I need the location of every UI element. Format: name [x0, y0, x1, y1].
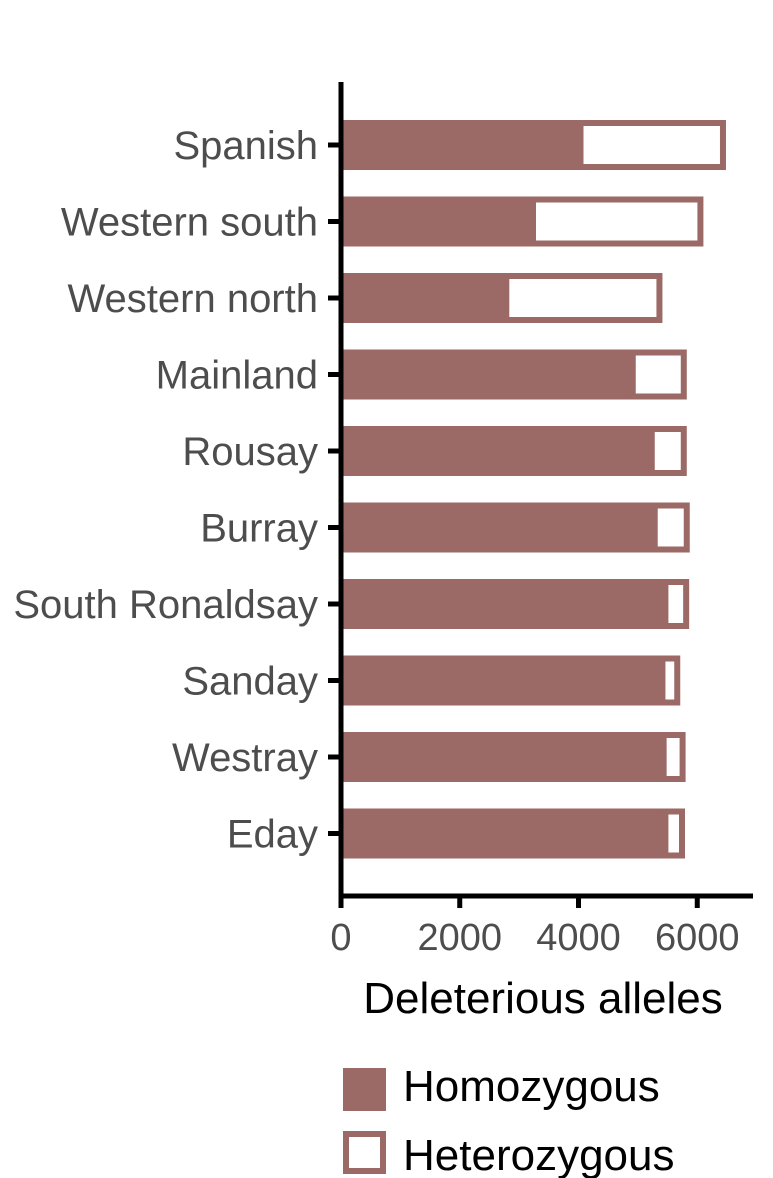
category-label-western-north: Western north — [68, 277, 319, 321]
bar-homozygous-westray — [343, 732, 664, 782]
legend-heterozygous-swatch — [343, 1131, 386, 1174]
bars-group — [343, 120, 726, 859]
category-label-westray: Westray — [172, 736, 318, 780]
category-label-sanday: Sanday — [182, 660, 318, 704]
x-tick-label: 0 — [330, 917, 351, 959]
x-tick-label: 2000 — [417, 917, 502, 959]
bar-heterozygous-western-south — [530, 196, 704, 247]
category-label-south-ronaldsay: South Ronaldsay — [13, 583, 318, 627]
legend-homozygous-swatch — [343, 1068, 386, 1111]
category-label-eday: Eday — [227, 813, 318, 857]
legend: Homozygous Heterozygous — [343, 1062, 674, 1178]
bar-homozygous-eday — [343, 808, 666, 859]
legend-homozygous-label: Homozygous — [403, 1062, 660, 1111]
category-label-western-south: Western south — [61, 201, 318, 245]
bar-heterozygous-mainland — [629, 349, 687, 400]
bar-homozygous-western-south — [343, 196, 533, 247]
bar-homozygous-rousay — [343, 426, 652, 476]
bar-heterozygous-rousay — [648, 426, 687, 476]
bar-homozygous-south-ronaldsay — [343, 579, 666, 629]
category-label-burray: Burray — [200, 507, 318, 551]
category-labels: Spanish Western south Western north Mainlan… — [13, 124, 341, 857]
bar-homozygous-sanday — [343, 655, 663, 706]
x-axis-label: Deleterious alleles — [363, 974, 723, 1023]
category-label-mainland: Mainland — [156, 354, 318, 398]
bar-homozygous-spanish — [343, 120, 581, 170]
bar-homozygous-western-north — [343, 273, 507, 323]
legend-heterozygous-label: Heterozygous — [403, 1131, 674, 1178]
bar-heterozygous-burray — [651, 502, 690, 553]
bar-heterozygous-eday — [662, 808, 685, 859]
bar-heterozygous-westray — [660, 732, 686, 782]
bar-heterozygous-sanday — [659, 655, 681, 706]
category-label-spanish: Spanish — [173, 124, 318, 168]
category-label-rousay: Rousay — [182, 430, 318, 474]
bar-homozygous-burray — [343, 502, 655, 553]
x-tick-label: 6000 — [655, 917, 740, 959]
bar-homozygous-mainland — [343, 349, 633, 400]
bar-heterozygous-south-ronaldsay — [662, 579, 690, 629]
bar-heterozygous-western-north — [503, 273, 663, 323]
x-ticks: 0 2000 4000 6000 — [330, 896, 740, 959]
x-tick-label: 4000 — [536, 917, 621, 959]
bar-heterozygous-spanish — [577, 120, 726, 170]
